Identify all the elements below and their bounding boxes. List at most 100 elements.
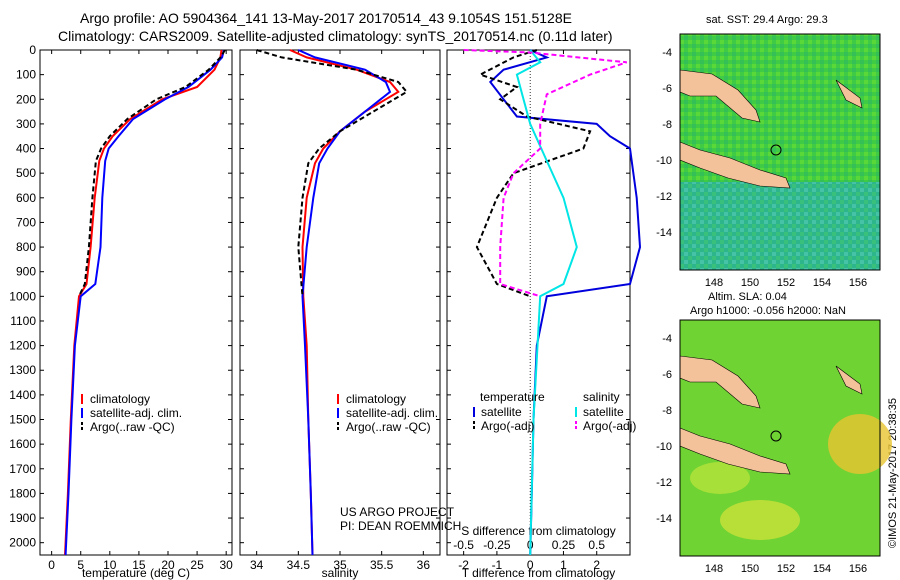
temperature-panel: 0100200300400500600700800900100011001200… [9, 43, 233, 580]
x-tick-label: 15 [132, 558, 146, 572]
x-tick-label: 5 [77, 558, 84, 572]
x2-tick-label: 0.25 [552, 538, 576, 552]
x-tick-label: 34 [250, 558, 264, 572]
y-tick-label: 500 [16, 166, 36, 180]
series-line [64, 49, 225, 556]
map-lat-label: -10 [656, 441, 672, 453]
x-tick-label: 36 [417, 558, 431, 572]
y-tick-label: 1300 [9, 363, 36, 377]
series-line [475, 49, 592, 298]
x2-tick-label: 0.5 [588, 538, 605, 552]
legend-label: Argo(..raw -QC) [90, 420, 175, 434]
plot-frame [446, 49, 631, 556]
series-line [515, 49, 578, 556]
legend-label: Argo(-adj) [481, 419, 534, 433]
y-tick-label: 2000 [9, 536, 36, 550]
sla-map-subtitle: Argo h1000: -0.056 h2000: NaN [690, 305, 846, 317]
figure-title-line2: Climatology: CARS2009. Satellite-adjuste… [58, 28, 613, 44]
figure-title-line1: Argo profile: AO 5904364_141 13-May-2017… [80, 10, 572, 26]
x-tick-label: 0 [527, 558, 534, 572]
x2-tick-label: -0.5 [453, 538, 474, 552]
x-tick-label: 35.5 [370, 558, 394, 572]
x-tick-label: 30 [220, 558, 234, 572]
salinity-panel: 34 34.5 35 35.5 36 salinity [239, 49, 441, 580]
sst-map-title: sat. SST: 29.4 Argo: 29.3 [706, 14, 828, 26]
y-tick-label: 400 [16, 142, 36, 156]
y-tick-label: 1200 [9, 339, 36, 353]
x-tick-label: -1 [492, 558, 503, 572]
legend-label: climatology [90, 392, 150, 406]
map-lon-label: 152 [777, 563, 795, 575]
map-lon-label: 156 [849, 277, 867, 289]
series-line [78, 49, 226, 297]
x-axis-label: temperature (deg C) [82, 566, 190, 580]
map-lon-label: 150 [741, 277, 759, 289]
plot-frame [39, 49, 233, 556]
legend-label: satellite [583, 405, 624, 419]
x-tick-label: 20 [161, 558, 175, 572]
legend-label: Argo(-adj) [583, 419, 636, 433]
map-lat-label: -10 [656, 155, 672, 167]
y-tick-label: 1000 [9, 289, 36, 303]
x-tick-label: 1 [560, 558, 567, 572]
map-lat-label: -6 [662, 369, 672, 381]
map-lat-label: -12 [656, 191, 672, 203]
y-tick-label: 300 [16, 117, 36, 131]
difference-panel: -2 -1 0 1 2-0.5 -0.25 0 0.25 0.5S difference fro… [446, 49, 642, 580]
x-tick-label: 34.5 [287, 558, 311, 572]
y-tick-label: 1500 [9, 413, 36, 427]
x-axis-label: salinity [322, 566, 359, 580]
y-tick-label: 1900 [9, 511, 36, 525]
map-lon-label: 148 [705, 277, 723, 289]
project-line1: US ARGO PROJECT [340, 505, 455, 519]
legend-header: temperature [480, 390, 545, 404]
legend-label: satellite-adj. clim. [346, 406, 438, 420]
map-lat-label: -14 [656, 513, 672, 525]
y-tick-label: 800 [16, 240, 36, 254]
map-lat-label: -8 [662, 405, 672, 417]
y-tick-label: 600 [16, 191, 36, 205]
map-lat-label: -8 [662, 119, 672, 131]
y-tick-label: 1600 [9, 437, 36, 451]
map-lat-label: -6 [662, 83, 672, 95]
y-tick-label: 900 [16, 265, 36, 279]
y-tick-label: 0 [29, 43, 36, 57]
y-tick-label: 1800 [9, 486, 36, 500]
map-lon-label: 154 [813, 563, 831, 575]
y-tick-label: 1700 [9, 462, 36, 476]
plot-frame [239, 49, 441, 556]
map-lat-label: -12 [656, 477, 672, 489]
y-tick-label: 1400 [9, 388, 36, 402]
x-tick-label: 35 [333, 558, 347, 572]
map-axis-ticks: 148 150 152 154 156 -4 -6 -8 -10 -12 -14 148 150 152 1… [656, 47, 867, 575]
x-tick-label: 25 [190, 558, 204, 572]
legend-label: satellite [481, 405, 522, 419]
map-lat-label: -4 [662, 333, 672, 345]
legend-label: climatology [346, 392, 406, 406]
sla-map [679, 319, 892, 557]
project-line2: PI: DEAN ROEMMICH [340, 519, 461, 533]
map-lon-label: 152 [777, 277, 795, 289]
x-tick-label: 10 [103, 558, 117, 572]
map-lat-label: -4 [662, 47, 672, 59]
legend-header: salinity [583, 390, 620, 404]
y-tick-label: 200 [16, 92, 36, 106]
legend-label: Argo(..raw -QC) [346, 420, 431, 434]
map-lon-label: 156 [849, 563, 867, 575]
map-lon-label: 148 [705, 563, 723, 575]
sla-map-title: Altim. SLA: 0.04 [708, 291, 787, 303]
x-tick-label: -2 [458, 558, 469, 572]
x-axis-label: T difference from climatology [462, 566, 616, 580]
y-tick-label: 100 [16, 68, 36, 82]
map-lon-label: 154 [813, 277, 831, 289]
y-tick-label: 1100 [10, 314, 36, 328]
map-lon-label: 150 [741, 563, 759, 575]
map-lat-label: -14 [656, 227, 672, 239]
x2-axis-label: S difference from climatology [461, 524, 616, 538]
legend-label: satellite-adj. clim. [90, 406, 182, 420]
sst-map [679, 33, 881, 271]
series-line [463, 49, 628, 298]
